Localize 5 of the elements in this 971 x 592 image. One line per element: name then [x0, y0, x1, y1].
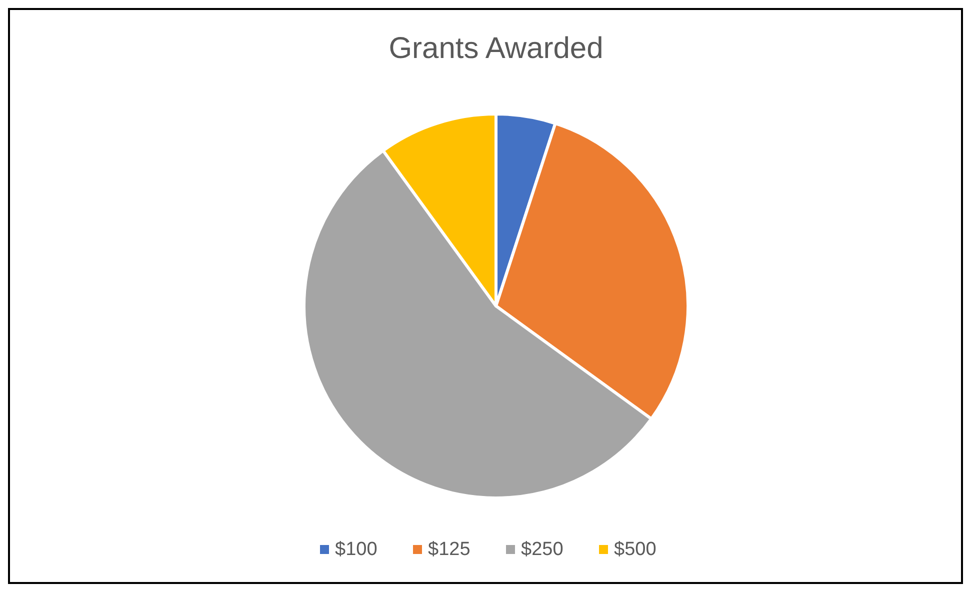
legend-label: $125 [428, 539, 470, 560]
legend-label: $250 [521, 539, 564, 560]
legend-label: $100 [335, 539, 378, 560]
chart-title: Grants Awarded [388, 32, 604, 65]
legend-label: $500 [614, 539, 656, 560]
